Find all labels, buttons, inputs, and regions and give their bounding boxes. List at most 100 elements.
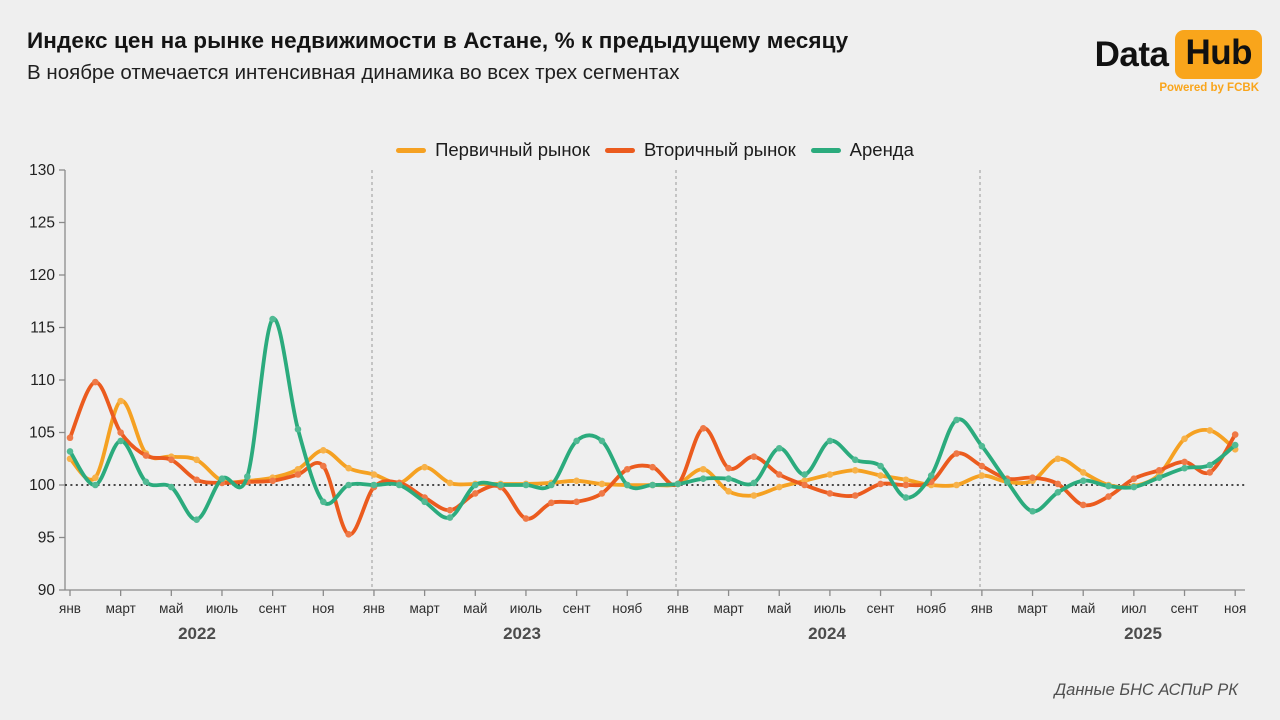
series-rent-point (801, 471, 808, 478)
series-rent-point (1206, 461, 1214, 469)
legend-item-primary-market: Первичный рынок (396, 139, 590, 161)
series-rent-point (927, 472, 935, 479)
series-secondary-market-point (699, 425, 707, 432)
series-primary-market-point (725, 488, 732, 495)
series-secondary-market-point (877, 480, 884, 488)
series-rent-point (142, 478, 150, 486)
y-axis-tick-label: 95 (38, 530, 55, 547)
series-secondary-market-point (801, 481, 808, 489)
series-rent-point (598, 437, 606, 445)
series-secondary-market-point (978, 462, 986, 470)
series-secondary-market-point (623, 465, 631, 473)
series-rent-point (193, 516, 200, 523)
series-secondary-market-point (142, 452, 150, 459)
series-rent-point (471, 481, 479, 489)
series-secondary-market-point (193, 476, 200, 484)
axes: 90 95 100 105 110 115 120 125 130 янв март май июль с… (29, 162, 1246, 643)
secondary-market-swatch (604, 147, 635, 153)
series-secondary-market-point (598, 490, 606, 497)
series-primary-market-point (953, 481, 960, 489)
series-rent-point (244, 473, 251, 480)
series-secondary-market-point (66, 434, 74, 442)
x-axis-tick-label: май (463, 601, 487, 616)
series-rent-point (92, 481, 99, 489)
series-rent-point (395, 481, 403, 489)
x-axis-tick-label: март (713, 601, 743, 616)
x-axis-tick-label: май (159, 601, 183, 616)
series-primary-market-point (446, 479, 454, 487)
series-primary-market-point (345, 464, 352, 472)
series-primary-market-point (598, 480, 606, 488)
series-primary-market-point (1054, 455, 1062, 463)
secondary-market-label: Вторичный рынок (643, 139, 796, 160)
series-secondary-market-point (1231, 431, 1239, 438)
series-secondary-market-point (522, 515, 530, 522)
x-axis-tick-label: янв (363, 601, 385, 616)
series-secondary-market-point (750, 453, 758, 460)
series-secondary-market-point (320, 462, 327, 470)
series-primary-market-point (92, 474, 99, 481)
x-axis-tick-label: март (410, 601, 440, 616)
y-axis-tick-label: 90 (38, 582, 56, 599)
x-axis-tick-label: июл (1121, 601, 1146, 616)
series-rent (66, 315, 1239, 523)
x-axis-tick-label: ноя (1224, 601, 1246, 616)
series-rent-point (370, 481, 378, 489)
rent-label: Аренда (849, 139, 914, 160)
x-axis-tick-label: май (767, 601, 791, 616)
year-label: 2024 (808, 624, 846, 643)
series-rent-point (623, 481, 631, 489)
series-primary-market-point (750, 492, 758, 499)
series-rent-line (68, 317, 1238, 522)
x-axis-tick-label: июль (510, 601, 542, 616)
year-label: 2025 (1124, 624, 1162, 643)
series-secondary-market-point (1105, 493, 1112, 500)
series-rent-point (877, 462, 884, 470)
x-axis-tick-label: нояб (612, 601, 642, 616)
series-secondary-market-point (117, 429, 124, 436)
series-rent-point (320, 498, 327, 506)
series-rent-point (674, 480, 682, 488)
y-axis-tick-label: 115 (30, 320, 55, 337)
x-axis-tick-label: сент (563, 601, 591, 616)
chart-legend: Первичный рынок Вторичный рынок Аренда (65, 139, 1245, 161)
series-rent-point (851, 456, 859, 464)
series-rent-point (66, 448, 74, 455)
primary-market-label: Первичный рынок (435, 139, 590, 160)
y-axis-tick-label: 120 (29, 267, 55, 284)
x-axis-tick-label: март (1017, 601, 1047, 616)
y-axis-tick-label: 125 (29, 215, 55, 232)
series-secondary-market-point (1029, 474, 1036, 481)
series-primary-market-point (370, 471, 378, 478)
series-rent-point (649, 481, 656, 489)
series-primary-market-point (902, 476, 910, 484)
series-secondary-market-point (649, 463, 656, 471)
series-secondary-market-point (1155, 467, 1163, 474)
y-axis-tick-label: 130 (29, 162, 55, 179)
series-primary-market-point (826, 471, 834, 478)
series-rent-point (573, 437, 580, 445)
legend-item-rent: Аренда (810, 139, 914, 161)
series-secondary-market-point (953, 450, 960, 457)
source-note: Данные БНС АСПиР РК (1054, 681, 1238, 699)
page-subtitle: В ноябре отмечается интенсивная динамика… (27, 61, 680, 84)
series-secondary-market-point (1079, 501, 1087, 509)
series-rent-point (1231, 441, 1239, 449)
series-primary-market-point (320, 447, 327, 454)
x-axis-tick-label: июль (206, 601, 238, 616)
series-rent-point (1105, 482, 1112, 490)
series-secondary-market-point (826, 490, 834, 497)
x-axis-tick-label: янв (59, 601, 81, 616)
series-primary-market-point (851, 467, 859, 474)
series-secondary-market-point (1130, 475, 1138, 483)
x-axis-tick-label: май (1071, 601, 1095, 616)
series-rent-point (953, 416, 960, 424)
series-secondary-market-point (851, 492, 859, 499)
year-label: 2022 (178, 624, 216, 643)
series-rent-point (168, 483, 175, 491)
logo-hub-badge: Hub (1175, 30, 1262, 79)
series-primary-market-point (1181, 435, 1188, 443)
series-secondary-market-point (775, 471, 783, 478)
series-secondary-market-point (446, 506, 454, 514)
